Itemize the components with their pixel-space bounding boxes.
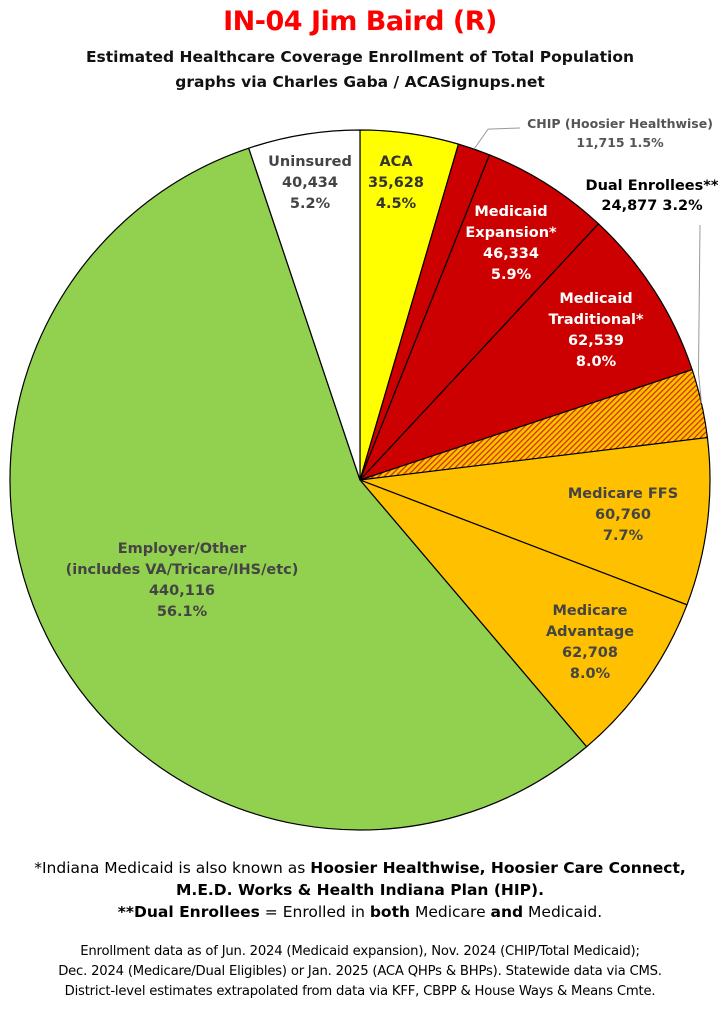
data-label-medicare-ffs: Medicare FFS 60,760 7.7% (568, 486, 678, 544)
pie-slice-medicare-advantage (359, 479, 688, 748)
data-label-medicaid-expansion: Medicaid Expansion* 46,334 5.9% (465, 204, 557, 283)
chip-leader-line (473, 127, 521, 150)
chart-title: IN-04 Jim Baird (R) (223, 6, 497, 37)
chart-credit: graphs via Charles Gaba / ACASignups.net (175, 73, 545, 91)
data-label-uninsured: Uninsured 40,434 5.2% (268, 154, 352, 212)
pie-chart: ACA 35,628 4.5% CHIP (Hoosier Healthwise) 11… (9, 116, 719, 831)
dual-leader-line (697, 224, 702, 404)
data-label-employer-other-includes-va-tricare-ihs-etc: Employer/Other (includes VA/Tricare/IHS/e… (66, 541, 299, 620)
chart-subtitle: Estimated Healthcare Coverage Enrollment… (85, 48, 635, 66)
medicaid-footnote: *Indiana Medicaid is also known as Hoosi… (34, 859, 686, 921)
pie-slice-medicare-ffs (359, 436, 711, 606)
data-label-dual-enrollees: Dual Enrollees** 24,877 3.2% (586, 178, 719, 214)
pie-slice-uninsured (248, 129, 361, 481)
data-label-aca: ACA 35,628 4.5% (368, 154, 424, 212)
data-label-medicaid-traditional: Medicaid Traditional* 62,539 8.0% (548, 291, 644, 370)
pie-slice-employer-other-includes-va-tricare-ihs-etc (9, 147, 588, 831)
pie-slice-medicaid-traditional (359, 223, 693, 481)
data-label-chip-hoosier-healthwise: CHIP (Hoosier Healthwise) 11,715 1.5% (527, 116, 713, 150)
pie-slice-medicaid-expansion (359, 154, 600, 481)
data-label-medicare-advantage: Medicare Advantage 62,708 8.0% (546, 603, 634, 682)
source-footnote: Enrollment data as of Jun. 2024 (Medicai… (58, 944, 662, 999)
